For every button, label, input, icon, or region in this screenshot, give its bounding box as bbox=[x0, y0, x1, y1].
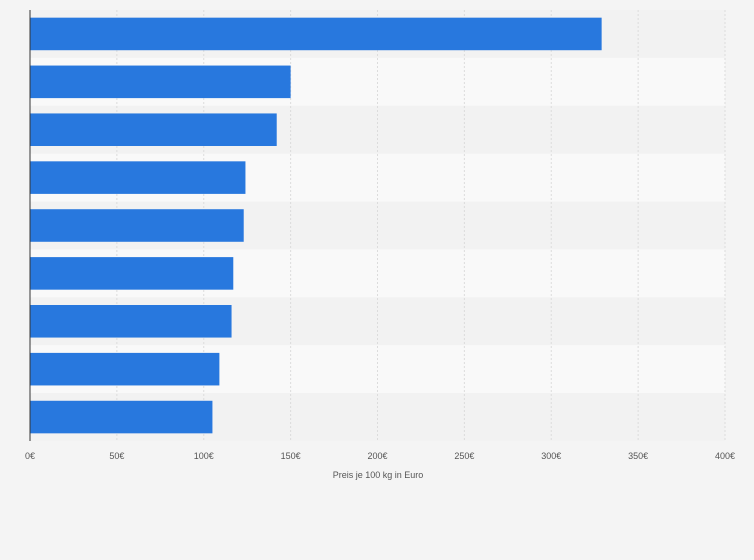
bar[interactable] bbox=[30, 304, 232, 338]
x-tick-label: 0€ bbox=[25, 451, 35, 461]
bar[interactable] bbox=[30, 209, 244, 242]
x-tick-label: 50€ bbox=[109, 451, 124, 461]
x-tick-label: 250€ bbox=[454, 451, 474, 461]
x-axis-title: Preis je 100 kg in Euro bbox=[333, 470, 424, 480]
bar[interactable] bbox=[30, 161, 246, 194]
x-tick-label: 300€ bbox=[541, 451, 561, 461]
x-tick-label: 350€ bbox=[628, 451, 648, 461]
bar[interactable] bbox=[30, 352, 220, 386]
x-tick-label: 100€ bbox=[194, 451, 214, 461]
bar[interactable] bbox=[30, 257, 234, 290]
bar[interactable] bbox=[30, 65, 291, 99]
bar[interactable] bbox=[30, 17, 602, 51]
x-axis-ticks: 0€ 50€ 100€ 150€ 200€ 250€ 300€ 350€ 400€ bbox=[25, 451, 735, 461]
bars bbox=[30, 17, 602, 434]
x-tick-label: 200€ bbox=[367, 451, 387, 461]
bar[interactable] bbox=[30, 400, 213, 434]
x-tick-label: 400€ bbox=[715, 451, 735, 461]
bar[interactable] bbox=[30, 113, 277, 147]
x-tick-label: 150€ bbox=[281, 451, 301, 461]
